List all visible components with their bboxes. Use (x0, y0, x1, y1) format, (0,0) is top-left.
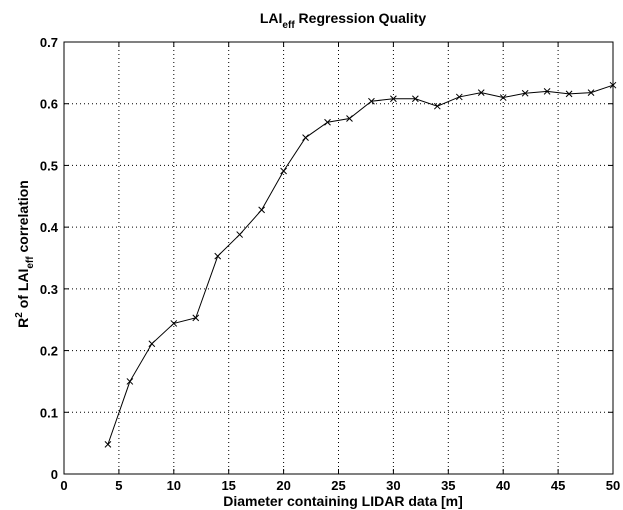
marker-stroke (368, 97, 375, 105)
data-point-marker (280, 167, 287, 175)
series (104, 81, 617, 448)
data-point-marker (368, 97, 375, 105)
series-line (107, 84, 614, 445)
marker-stroke (170, 320, 178, 327)
data-point-marker (192, 314, 200, 322)
marker-stroke (236, 231, 244, 238)
y-axis-label: R2 of LAIeff correlation (14, 180, 36, 328)
data-point-marker (609, 81, 617, 89)
data-point-marker (236, 231, 244, 238)
data-point-marker (126, 378, 134, 385)
marker-stroke (609, 81, 617, 89)
data-point-marker (433, 102, 441, 110)
data-point-marker (521, 89, 529, 97)
data-point-marker (390, 95, 397, 103)
y-tick-label: 0.1 (40, 405, 58, 420)
data-point-marker (346, 115, 353, 122)
x-tick-label: 15 (221, 478, 235, 493)
marker-stroke (324, 118, 331, 126)
y-axis-label-part1: R (15, 318, 31, 328)
y-axis-label-part3: correlation (15, 180, 31, 256)
marker-stroke (390, 95, 397, 103)
chart-title: LAIeff Regression Quality (260, 10, 426, 31)
data-point-marker (104, 441, 112, 448)
marker-stroke (499, 94, 507, 101)
chart-title-subscript: eff (282, 20, 295, 31)
x-tick-label: 40 (496, 478, 510, 493)
marker-stroke (192, 314, 200, 322)
x-tick-labels: 0 5 10 15 20 25 30 35 40 45 50 (60, 478, 620, 493)
x-tick-label: 45 (551, 478, 565, 493)
x-axis-label: Diameter containing LIDAR data [m] (223, 493, 463, 509)
marker-stroke (148, 340, 156, 348)
data-point-marker (148, 340, 156, 348)
y-tick-label: 0 (51, 467, 58, 482)
y-tick-label: 0.5 (40, 158, 58, 173)
marker-stroke (543, 88, 551, 95)
y-axis-label-subscript: eff (25, 256, 36, 269)
marker-stroke (412, 95, 419, 103)
data-point-marker (302, 134, 309, 142)
x-tick-label: 10 (167, 478, 181, 493)
y-tick-label: 0.3 (40, 282, 58, 297)
x-tick-label: 30 (386, 478, 400, 493)
data-point-marker (565, 90, 573, 98)
x-tick-label: 35 (441, 478, 455, 493)
x-tick-label: 25 (331, 478, 345, 493)
data-point-marker (543, 88, 551, 95)
marker-stroke (433, 102, 441, 110)
y-tick-labels: 0 0.1 0.2 0.3 0.4 0.5 0.6 0.7 (40, 35, 59, 482)
x-tick-label: 20 (276, 478, 290, 493)
data-point-marker (455, 93, 463, 101)
marker-stroke (126, 378, 134, 385)
y-axis-label-superscript: 2 (14, 312, 25, 318)
x-tick-label: 50 (606, 478, 620, 493)
x-tick-label: 0 (60, 478, 67, 493)
marker-stroke (280, 167, 287, 175)
y-tick-label: 0.2 (40, 344, 58, 359)
grid (64, 42, 613, 474)
chart-title-main: LAI (260, 10, 283, 26)
data-point-marker (587, 89, 595, 96)
y-tick-label: 0.4 (40, 220, 59, 235)
data-point-marker (412, 95, 419, 103)
data-point-marker (214, 252, 222, 260)
data-point-marker (477, 89, 485, 96)
marker-stroke (455, 93, 463, 101)
data-point-marker (324, 118, 331, 126)
marker-stroke (258, 206, 265, 214)
marker-stroke (521, 89, 529, 97)
x-tick-label: 5 (115, 478, 122, 493)
data-point-marker (258, 206, 265, 214)
axes (63, 41, 614, 475)
marker-stroke (214, 252, 222, 260)
y-axis-label-part2: of LAI (15, 269, 31, 313)
marker-stroke (477, 89, 485, 96)
marker-stroke (302, 134, 309, 142)
marker-stroke (346, 115, 353, 122)
data-point-marker (170, 320, 178, 327)
y-tick-label: 0.7 (40, 35, 58, 50)
data-point-marker (499, 94, 507, 101)
marker-stroke (565, 90, 573, 98)
chart-title-rest: Regression Quality (295, 10, 427, 26)
y-tick-label: 0.6 (40, 97, 58, 112)
marker-stroke (104, 441, 112, 448)
marker-stroke (587, 89, 595, 96)
